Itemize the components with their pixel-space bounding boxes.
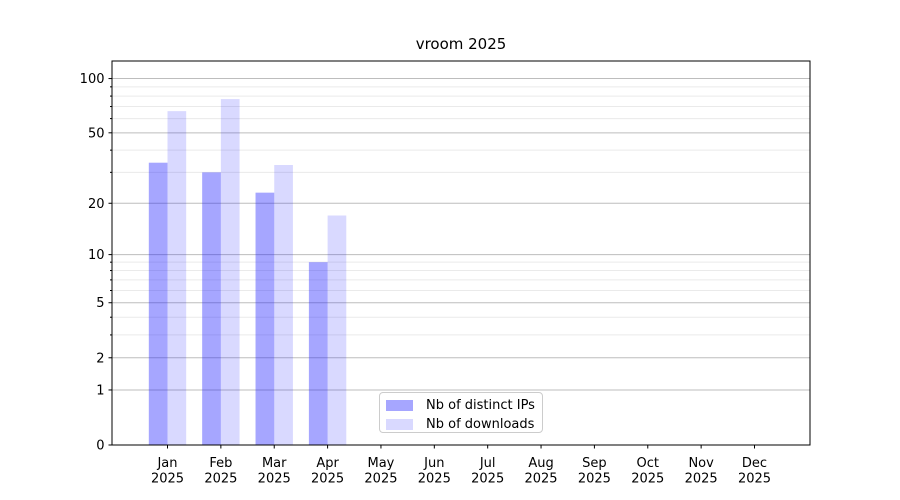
legend-label-distinct-ips: Nb of distinct IPs [426, 398, 535, 413]
x-tick-label-month: Jun [423, 456, 444, 471]
legend-item-distinct-ips: Nb of distinct IPs [386, 396, 542, 415]
bar [148, 162, 168, 445]
x-tick-label-month: Apr [316, 456, 339, 471]
x-tick-label-year: 2025 [364, 472, 397, 487]
bar [274, 165, 293, 445]
bar [167, 111, 187, 446]
x-tick-label-year: 2025 [524, 472, 557, 487]
x-tick-label-year: 2025 [418, 472, 451, 487]
x-tick-label-year: 2025 [151, 472, 184, 487]
y-tick-label: 50 [88, 126, 105, 141]
legend: Nb of distinct IPs Nb of downloads [379, 392, 543, 433]
x-tick-label-month: Mar [262, 456, 287, 471]
legend-label-downloads: Nb of downloads [426, 417, 535, 432]
legend-swatch-distinct-ips [386, 400, 413, 411]
x-tick-label-month: Jan [156, 456, 177, 471]
y-tick-label: 100 [80, 72, 105, 87]
x-tick-label-month: Sep [582, 456, 607, 471]
legend-item-downloads: Nb of downloads [386, 415, 542, 434]
y-tick-label: 0 [96, 439, 104, 454]
x-tick-label-year: 2025 [471, 472, 504, 487]
x-tick-label-month: Oct [637, 456, 659, 471]
y-tick-label: 5 [96, 296, 104, 311]
x-tick-label-month: Aug [528, 456, 553, 471]
x-tick-label-year: 2025 [311, 472, 344, 487]
x-tick-label-year: 2025 [738, 472, 771, 487]
y-tick-label: 10 [88, 248, 105, 263]
bar [308, 262, 328, 445]
axes-frame [111, 60, 811, 446]
x-tick-label-month: Dec [742, 456, 767, 471]
bar [255, 192, 275, 445]
x-tick-label-year: 2025 [685, 472, 718, 487]
y-tick-label: 20 [88, 197, 105, 212]
bar [220, 99, 240, 445]
x-tick-label-year: 2025 [258, 472, 291, 487]
x-tick-label-month: Jul [479, 456, 496, 471]
y-tick-label: 2 [96, 351, 104, 366]
bar [327, 215, 347, 445]
x-tick-label-month: Nov [688, 456, 714, 471]
bar [202, 172, 221, 445]
x-tick-label-month: Feb [209, 456, 232, 471]
y-tick-label: 1 [96, 383, 104, 398]
x-tick-label-year: 2025 [204, 472, 237, 487]
legend-swatch-downloads [386, 419, 413, 430]
x-tick-label-month: May [368, 456, 395, 471]
x-tick-label-year: 2025 [631, 472, 664, 487]
chart-title: vroom 2025 [415, 35, 507, 53]
x-tick-label-year: 2025 [578, 472, 611, 487]
